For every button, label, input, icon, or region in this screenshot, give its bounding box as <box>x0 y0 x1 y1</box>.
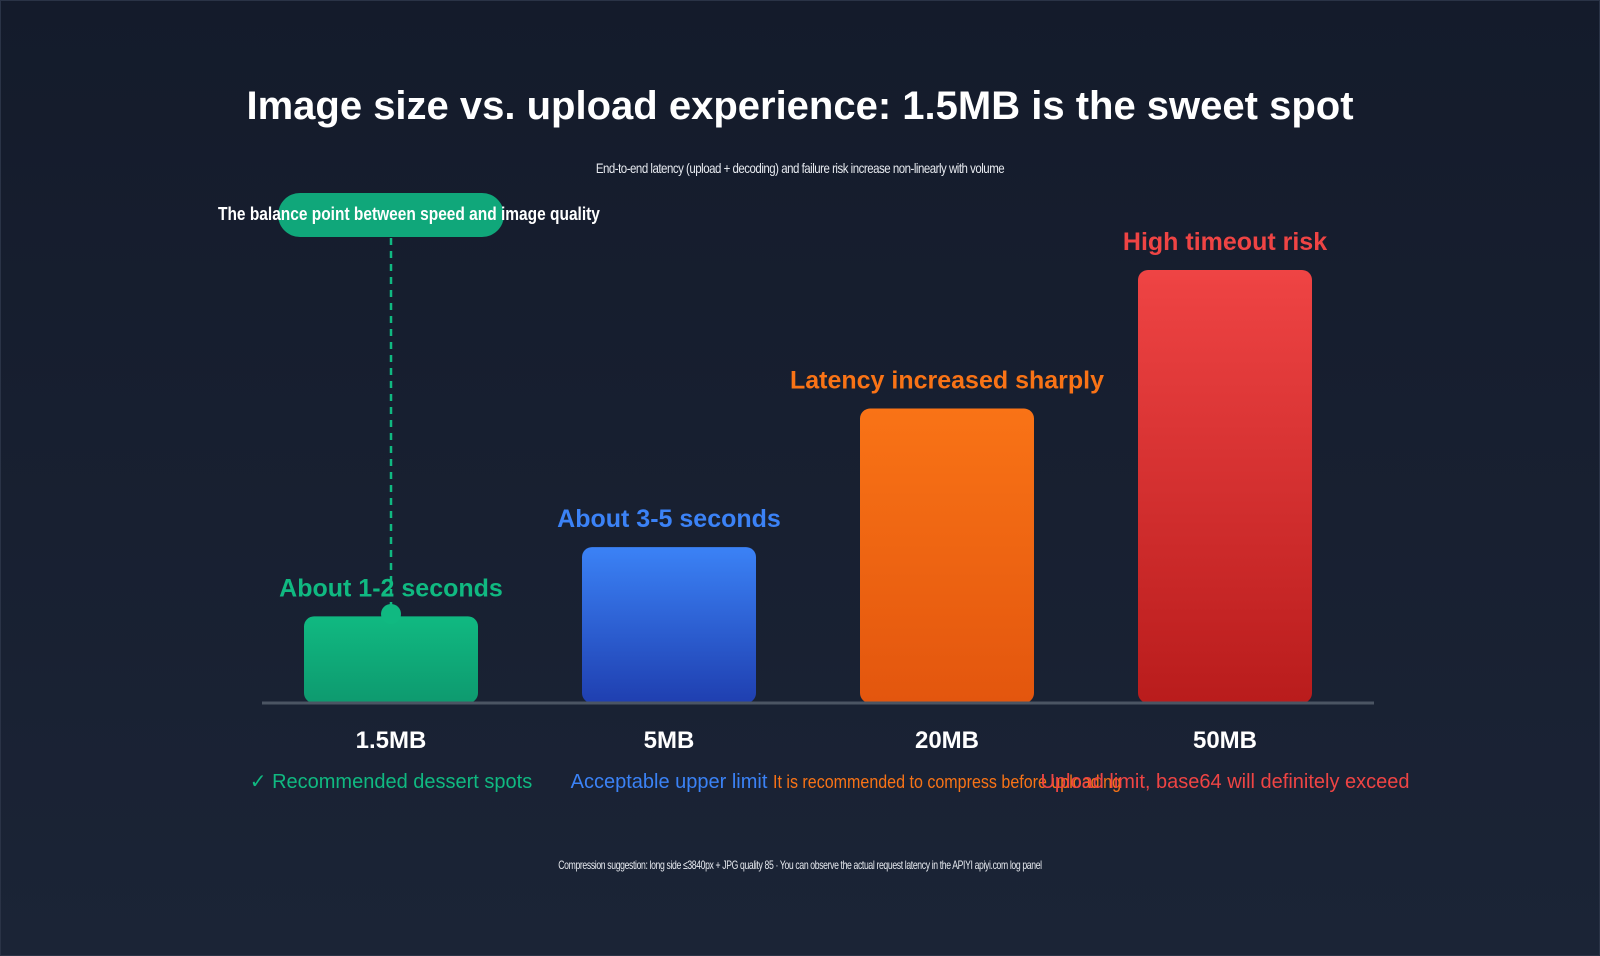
value-label: High timeout risk <box>1123 228 1327 256</box>
sweet-spot-badge <box>278 193 504 237</box>
chart-footer: Compression suggestion: long side ≤3840p… <box>558 858 1042 872</box>
chart-subtitle: End-to-end latency (upload + decoding) a… <box>595 160 1005 176</box>
note-label: ✓ Recommended dessert spots <box>250 771 532 793</box>
category-label: 1.5MB <box>356 727 427 754</box>
note-label: Acceptable upper limit <box>571 771 768 793</box>
value-label: About 3-5 seconds <box>557 505 781 533</box>
category-label: 50MB <box>1193 727 1257 754</box>
note-label: It is recommended to compress before upl… <box>773 772 1121 792</box>
category-label: 20MB <box>915 727 979 754</box>
bar-1.5mb <box>304 616 478 703</box>
value-label: Latency increased sharply <box>790 367 1104 395</box>
bar-50mb <box>1138 270 1312 703</box>
bar-20mb <box>860 408 1034 703</box>
annotation-dot <box>381 604 401 624</box>
category-label: 5MB <box>644 727 695 754</box>
chart-title: Image size vs. upload experience: 1.5MB … <box>246 84 1354 128</box>
note-label: Upload limit, base64 will definitely exc… <box>1040 771 1409 793</box>
bar-5mb <box>582 547 756 703</box>
sweet-spot-annotation: The balance point between speed and imag… <box>218 204 600 224</box>
